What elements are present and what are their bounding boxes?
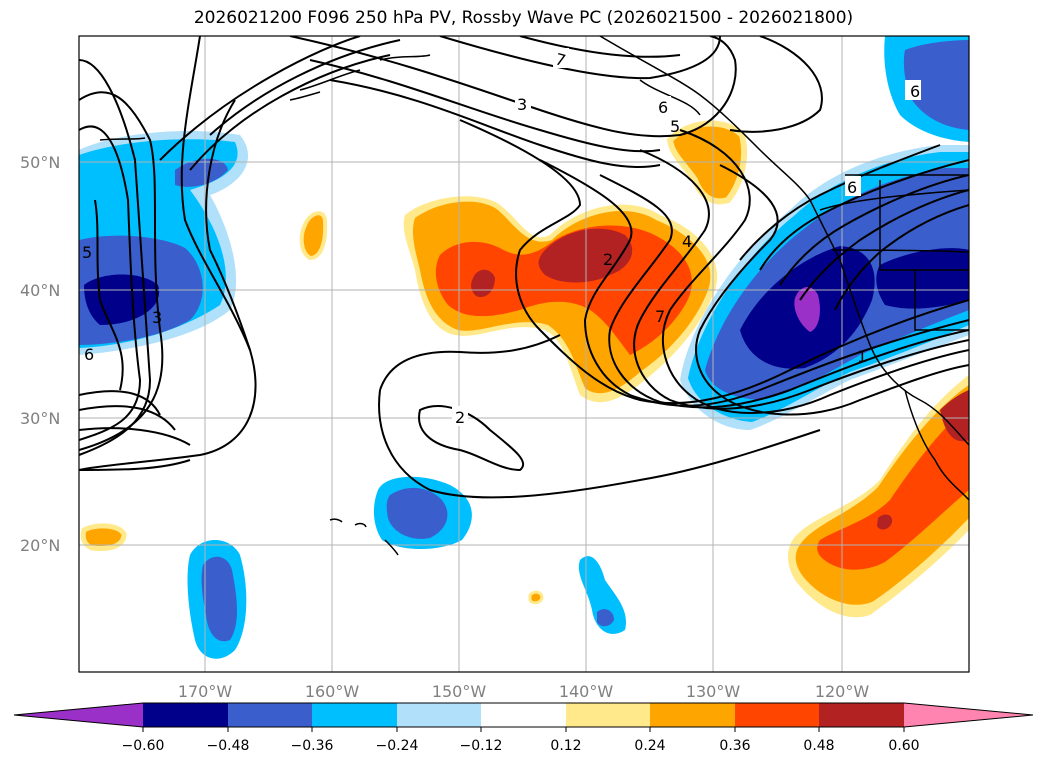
- lat-label: 50°N: [20, 153, 60, 172]
- lon-label: 140°W: [559, 682, 614, 701]
- lon-label: 170°W: [178, 682, 233, 701]
- negative-anomaly-small-core: [597, 609, 614, 627]
- contour-label: 2: [603, 250, 613, 269]
- map-frame: [78, 35, 970, 673]
- colorbar-tick-label: 0.36: [719, 738, 750, 754]
- colorbar-over-arrow: [904, 703, 1033, 727]
- colorbar-tick-label: 0.48: [803, 738, 834, 754]
- colorbar: −0.60 −0.48 −0.36 −0.24 −0.12 0.12 0.24 …: [13, 702, 1034, 754]
- lat-label: 30°N: [20, 409, 60, 428]
- positive-anomaly-small: [299, 211, 328, 261]
- contour-label: 4: [682, 232, 692, 251]
- colorbar-swatch: [650, 703, 735, 727]
- contour-label: 6: [84, 345, 94, 364]
- contour-label: 3: [152, 308, 162, 327]
- colorbar-tick-label: −0.60: [122, 738, 165, 754]
- colorbar-under-arrow: [14, 703, 143, 727]
- colorbar-swatch: [312, 703, 397, 727]
- colorbar-swatch: [819, 703, 904, 727]
- negative-anomaly-small: [578, 556, 626, 634]
- colorbar-swatch: [735, 703, 819, 727]
- colorbar-tick-label: 0.24: [634, 738, 665, 754]
- positive-anomaly-central: [403, 196, 718, 403]
- gridlines: [79, 36, 969, 672]
- colorbar-tick-label: −0.12: [460, 738, 503, 754]
- contour-label: 6: [847, 178, 857, 197]
- lon-label: 120°W: [815, 682, 870, 701]
- colorbar-swatch: [481, 703, 566, 727]
- contour-label: 2: [455, 408, 465, 427]
- colorbar-swatch: [228, 703, 312, 727]
- colorbar-tick-label: 0.60: [888, 738, 919, 754]
- map-title: 2026021200 F096 250 hPa PV, Rossby Wave …: [193, 8, 854, 28]
- negative-anomaly-northeast: [884, 36, 969, 142]
- colorbar-tick-label: −0.36: [291, 738, 334, 754]
- colorbar-swatch: [143, 703, 228, 727]
- lon-label: 130°W: [686, 682, 741, 701]
- colorbar-tick-label: −0.24: [376, 738, 419, 754]
- contour-label: 6: [658, 98, 668, 117]
- contour-label: 6: [910, 82, 920, 101]
- colorbar-swatch: [397, 703, 481, 727]
- pv-contours: [79, 36, 969, 499]
- colorbar-tick-label: 0.12: [550, 738, 581, 754]
- negative-anomaly-west: [79, 130, 249, 355]
- negative-anomaly-south: [187, 540, 247, 659]
- positive-anomaly-tiny: [528, 590, 544, 605]
- positive-anomaly-dateline: [80, 523, 127, 551]
- lon-label: 150°W: [432, 682, 487, 701]
- contour-label: 7: [553, 49, 568, 70]
- contour-label: 7: [655, 307, 665, 326]
- colorbar-swatch: [566, 703, 650, 727]
- colorbar-tick-label: −0.48: [207, 738, 250, 754]
- contour-label-group: [452, 48, 921, 426]
- contour-label: 5: [670, 117, 680, 136]
- contour-label: 1: [857, 347, 867, 366]
- contour-label: 5: [82, 243, 92, 262]
- contour-label: 3: [517, 95, 527, 114]
- positive-anomaly-southeast: [787, 375, 969, 618]
- lon-label: 160°W: [305, 682, 360, 701]
- lat-label: 40°N: [20, 281, 60, 300]
- coastlines: [99, 36, 969, 556]
- lat-label: 20°N: [20, 536, 60, 555]
